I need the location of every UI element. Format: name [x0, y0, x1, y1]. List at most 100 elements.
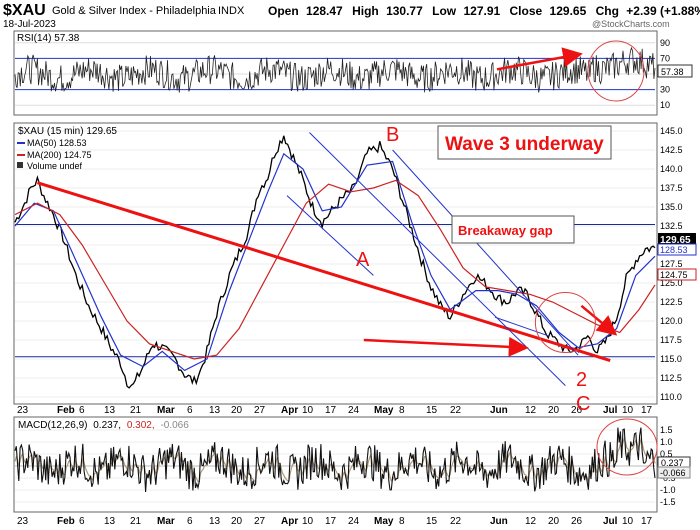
rsi-level-label: 30	[660, 85, 670, 95]
price-y-tick-label: 132.5	[660, 221, 683, 231]
price-x-tick-label: Jun	[490, 405, 508, 416]
price-y-tick-label: 142.5	[660, 145, 683, 155]
price-y-tick-label: 145.0	[660, 126, 683, 136]
price-y-tick-label: 112.5	[660, 373, 682, 383]
rsi-last-badge: 57.38	[657, 64, 693, 78]
macd-signal-line	[14, 436, 656, 484]
price-x-tick-label: 6	[187, 405, 193, 416]
macd-series-line	[14, 427, 656, 493]
macd-x-tick-label: Jul	[603, 516, 618, 527]
watermark: @StockCharts.com	[592, 19, 670, 29]
price-x-tick-label: 6	[79, 405, 85, 416]
macd-x-tick-label: Apr	[281, 516, 298, 527]
macd-legend-macd: 0.237,	[93, 420, 121, 431]
price-x-tick-label: 13	[104, 405, 116, 416]
macd-x-tick-label: Jun	[490, 516, 508, 527]
macd-panel	[13, 416, 658, 513]
price-x-tick-label: 26	[571, 405, 583, 416]
svg-text:MACD(12,26,9) 0.237, 0: MACD(12,26,9) 0.237, 0.302, -0.066	[18, 420, 189, 431]
price-x-tick-label: Feb	[57, 405, 75, 416]
price-x-tick-label: May	[374, 405, 394, 416]
price-x-tick-label: Mar	[157, 405, 175, 416]
wave-label-c: C	[576, 393, 590, 415]
close-value: 129.65	[550, 4, 587, 18]
macd-x-tick-label: 15	[426, 516, 438, 527]
price-legend-ma50: MA(50) 128.53	[27, 138, 87, 148]
macd-level-label: -1.5	[660, 497, 676, 507]
wave-a-trendline	[36, 181, 611, 362]
chart-symbol: $XAU	[3, 2, 46, 19]
macd-x-tick-label: 21	[130, 516, 142, 527]
price-y-tick-label: 135.0	[660, 202, 683, 212]
macd-level-label: 0.5	[660, 449, 673, 459]
price-legend-main: $XAU (15 min) 129.65	[18, 126, 117, 137]
macd-legend-prefix: MACD(12,26,9)	[18, 420, 87, 431]
price-y-tick-label: 110.0	[660, 392, 682, 402]
low-value: 127.91	[463, 4, 500, 18]
price-x-tick-label: 10	[622, 405, 634, 416]
price-x-tick-label: 24	[348, 405, 360, 416]
macd-badge-text: 0.237	[661, 458, 684, 468]
wave3-annotation-box: Wave 3 underway	[437, 125, 612, 160]
chart-name: Gold & Silver Index - Philadelphia	[52, 5, 217, 17]
price-x-tick-label: 20	[231, 405, 243, 416]
price-y-tick-label: 120.0	[660, 316, 683, 326]
high-label: High	[352, 4, 379, 18]
price-x-tick-label: 20	[548, 405, 560, 416]
price-x-tick-label: Jul	[603, 405, 618, 416]
rsi-circle	[587, 40, 645, 102]
price-x-tick-label: 8	[399, 405, 405, 416]
wave-label-a: A	[356, 249, 370, 271]
macd-x-tick-label: 6	[187, 516, 193, 527]
macd-badge: 0.237	[657, 456, 691, 469]
rsi-level-label: 90	[660, 38, 670, 48]
macd-level-label: 1.0	[660, 437, 673, 447]
macd-x-tick-label: 23	[17, 516, 29, 527]
price-x-tick-label: Apr	[281, 405, 298, 416]
macd-legend-hist: -0.066	[160, 420, 189, 431]
macd-x-tick-label: Mar	[157, 516, 175, 527]
momentum-arrow	[363, 336, 529, 357]
price-legend-ma200: MA(200) 124.75	[27, 150, 92, 160]
rsi-series-line	[14, 46, 656, 93]
price-y-tick-label: 137.5	[660, 183, 683, 193]
macd-x-tick-label: 10	[622, 516, 634, 527]
chg-label: Chg	[596, 4, 619, 18]
price-legend-volume: Volume undef	[27, 161, 83, 171]
close-label: Close	[510, 4, 543, 18]
macd-hist-badge-text: -0.066	[660, 468, 686, 478]
macd-x-tick-label: 17	[325, 516, 337, 527]
rsi-panel	[13, 30, 658, 116]
price-y-tick-label: 140.0	[660, 164, 683, 174]
macd-x-tick-label: 8	[399, 516, 405, 527]
ma200-series-line	[14, 179, 656, 360]
price-x-tick-label: 21	[130, 405, 142, 416]
chg-value: +2.39 (+1.88%)	[626, 4, 700, 18]
svg-text:Open 128.47 High 1: Open 128.47 High 130.77 Low 127.91 Close…	[268, 4, 700, 18]
wave-label-2: 2	[576, 369, 587, 391]
macd-x-tick-label: 6	[79, 516, 85, 527]
rsi-legend: RSI(14) 57.38	[17, 33, 80, 44]
open-label: Open	[268, 4, 299, 18]
low-label: Low	[432, 4, 457, 18]
price-x-tick-label: 27	[254, 405, 266, 416]
open-value: 128.47	[306, 4, 343, 18]
price-y-tick-label: 122.5	[660, 297, 683, 307]
price-y-tick-label: 127.5	[660, 259, 683, 269]
price-x-tick-label: 17	[641, 405, 653, 416]
ma50-badge-text: 128.53	[660, 245, 688, 255]
macd-circle	[596, 418, 658, 476]
chart-date: 18-Jul-2023	[3, 19, 56, 30]
ma200-badge: 124.75	[657, 268, 697, 281]
ma50-badge: 128.53	[657, 243, 697, 256]
high-value: 130.77	[386, 4, 423, 18]
breakaway-annotation: Breakaway gap	[458, 223, 553, 238]
price-x-tick-label: 22	[450, 405, 462, 416]
macd-x-tick-label: 13	[209, 516, 221, 527]
price-badge: 129.65	[658, 233, 696, 246]
rsi-trend-arrow	[496, 47, 583, 71]
price-badge-text: 129.65	[660, 235, 691, 246]
ma50-series-line	[14, 152, 656, 372]
macd-level-label: -1.0	[660, 485, 676, 495]
